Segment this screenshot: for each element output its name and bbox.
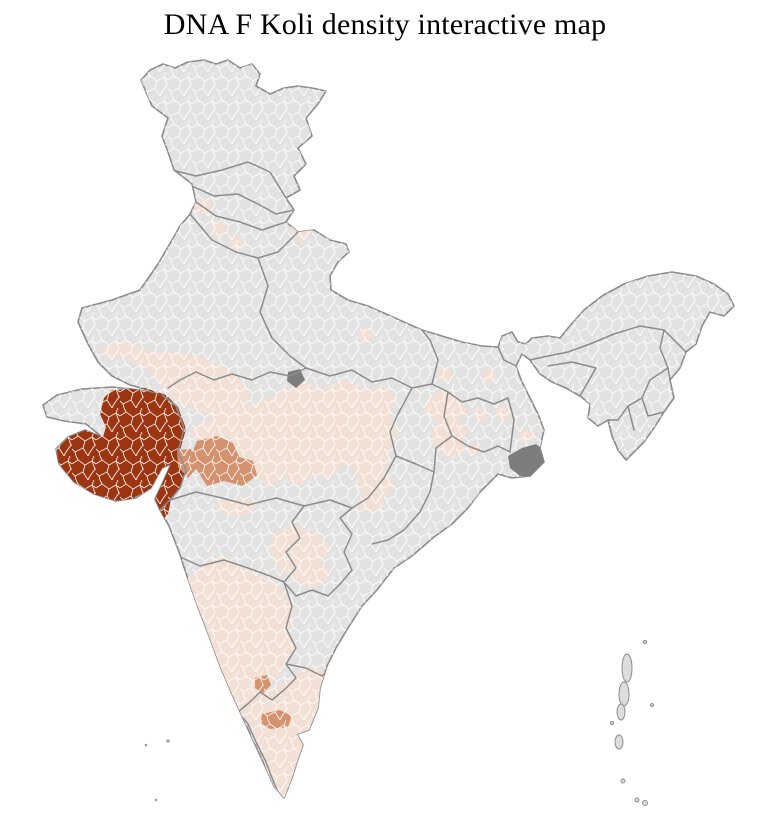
andaman-island-north[interactable]: [621, 653, 633, 683]
islet[interactable]: [634, 797, 640, 803]
andaman-island-south[interactable]: [616, 703, 626, 721]
islet[interactable]: [166, 739, 170, 743]
nicobar-island[interactable]: [614, 734, 624, 750]
islet[interactable]: [144, 743, 148, 747]
islet[interactable]: [610, 721, 614, 725]
islet[interactable]: [650, 703, 654, 707]
islet[interactable]: [642, 800, 648, 806]
region-sundarbans[interactable]: [508, 444, 546, 478]
region-chambal-patch[interactable]: [287, 369, 305, 388]
lakshadweep-islands[interactable]: [144, 739, 170, 802]
andaman-nicobar-islands[interactable]: [610, 640, 654, 806]
andaman-island-middle[interactable]: [618, 681, 630, 707]
region-mumbai-coast[interactable]: [148, 512, 159, 568]
islet[interactable]: [643, 640, 647, 644]
page-title: DNA F Koli density interactive map: [163, 8, 607, 41]
islet[interactable]: [154, 798, 158, 802]
islet[interactable]: [620, 778, 626, 784]
